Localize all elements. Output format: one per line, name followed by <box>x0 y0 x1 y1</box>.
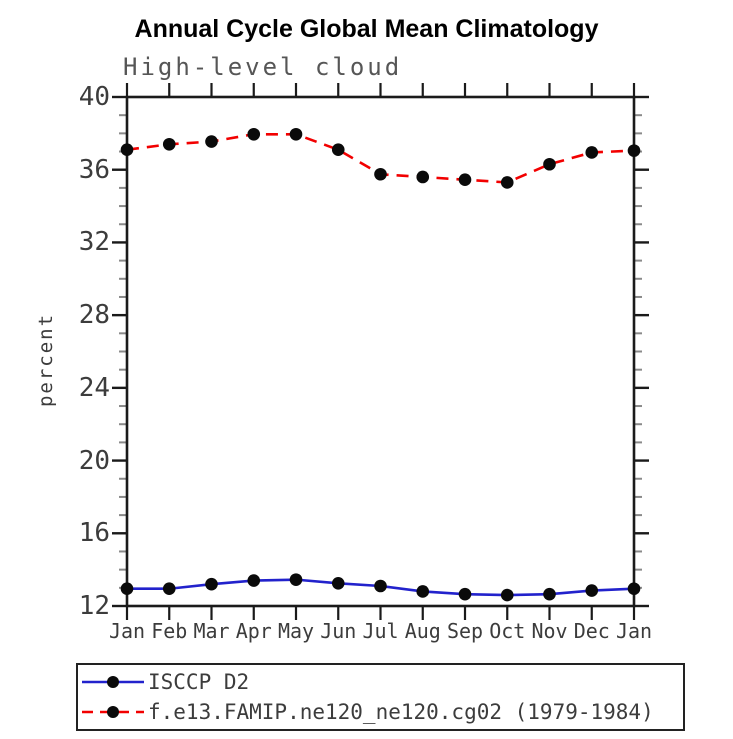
x-tick-label: Oct <box>489 619 526 643</box>
y-tick-label: 36 <box>78 154 110 185</box>
legend: ISCCP D2 f.e13.FAMIP.ne120_ne120.cg02 (1… <box>76 663 685 731</box>
y-tick-label: 24 <box>78 372 110 403</box>
x-tick-label: Apr <box>235 619 272 643</box>
x-tick-label: Jan <box>108 619 146 643</box>
y-tick-label: 32 <box>78 227 110 258</box>
y-tick-label: 28 <box>78 300 110 331</box>
x-tick-label: Jun <box>320 619 357 643</box>
x-tick-label: Mar <box>193 619 230 643</box>
chart-subtitle: High-level cloud <box>123 53 403 81</box>
legend-label-model: f.e13.FAMIP.ne120_ne120.cg02 (1979-1984) <box>148 700 654 725</box>
y-tick-label: 12 <box>78 591 110 621</box>
x-tick-label: Nov <box>531 619 568 643</box>
x-tick-label: Aug <box>404 619 441 643</box>
legend-row-isccp: ISCCP D2 <box>78 668 683 696</box>
legend-label-isccp: ISCCP D2 <box>148 669 250 694</box>
x-tick-label: Dec <box>573 619 610 643</box>
x-tick-label: May <box>277 619 315 643</box>
legend-line-sample-solid-icon <box>82 675 144 688</box>
y-tick-label: 16 <box>78 518 110 549</box>
y-tick-label: 40 <box>78 82 110 112</box>
legend-row-model: f.e13.FAMIP.ne120_ne120.cg02 (1979-1984) <box>78 698 683 726</box>
x-tick-label: Jul <box>362 619 399 643</box>
chart-title: Annual Cycle Global Mean Climatology <box>134 15 599 43</box>
x-tick-label: Feb <box>151 619 188 643</box>
legend-line-sample-dashed-icon <box>82 706 144 719</box>
y-tick-label: 20 <box>78 445 110 476</box>
x-tick-label: Sep <box>446 619 484 643</box>
x-tick-label: Jan <box>615 619 653 643</box>
